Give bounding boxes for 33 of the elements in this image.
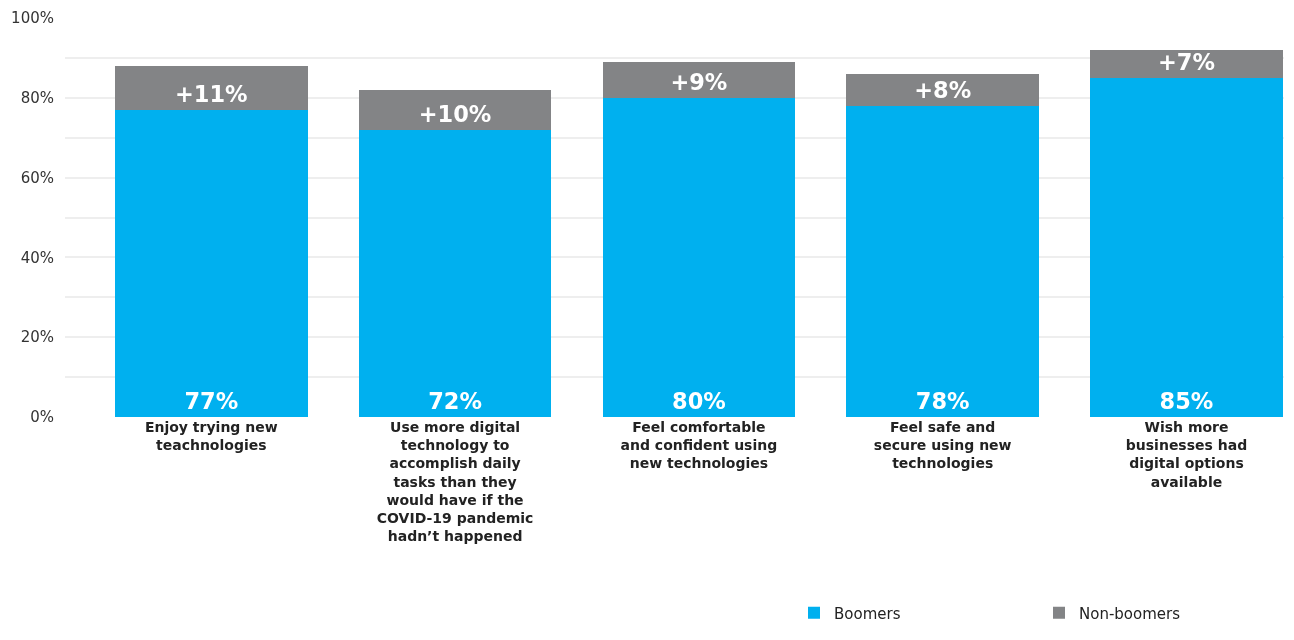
data-label: 80% bbox=[672, 387, 726, 414]
bar bbox=[1090, 77, 1283, 417]
data-label: 78% bbox=[915, 387, 970, 414]
bar bbox=[358, 89, 552, 130]
bar bbox=[846, 105, 1039, 417]
y-tick-label: 80% bbox=[20, 89, 54, 108]
bar bbox=[358, 129, 552, 417]
y-tick-label: 0% bbox=[30, 408, 54, 427]
data-label: +10% bbox=[418, 100, 492, 127]
data-label: 85% bbox=[1159, 387, 1214, 414]
legend-label: Non-boomers bbox=[1079, 604, 1181, 623]
y-tick-label: 40% bbox=[20, 248, 54, 267]
data-label: 77% bbox=[184, 387, 239, 414]
bar bbox=[846, 73, 1039, 106]
bar bbox=[602, 61, 796, 98]
data-label: +9% bbox=[670, 68, 728, 95]
x-tick-label: Feel safe and secure using new technologies bbox=[873, 419, 1012, 472]
x-tick-label: Feel comfortable and confident using new technologies bbox=[620, 419, 778, 472]
data-label: 72% bbox=[428, 387, 482, 414]
legend-label: Boomers bbox=[834, 604, 901, 623]
x-tick-label: Enjoy trying new teachnologies bbox=[144, 419, 278, 454]
x-tick-label: Use more digital technology to accomplish daily tasks than they would have if the COVID-19 pandemic hadn’t happened bbox=[376, 419, 534, 545]
y-tick-label: 20% bbox=[20, 328, 54, 347]
data-label: +11% bbox=[175, 80, 248, 107]
bar bbox=[114, 109, 308, 417]
y-tick-label: 100% bbox=[11, 9, 54, 28]
data-label: +7% bbox=[1158, 48, 1215, 75]
bar bbox=[1090, 49, 1283, 78]
bar bbox=[114, 65, 308, 110]
x-tick-label: Wish more businesses had digital options available bbox=[1125, 419, 1248, 490]
data-label: +8% bbox=[914, 76, 972, 103]
bar bbox=[602, 97, 796, 417]
y-tick-label: 60% bbox=[20, 168, 54, 187]
